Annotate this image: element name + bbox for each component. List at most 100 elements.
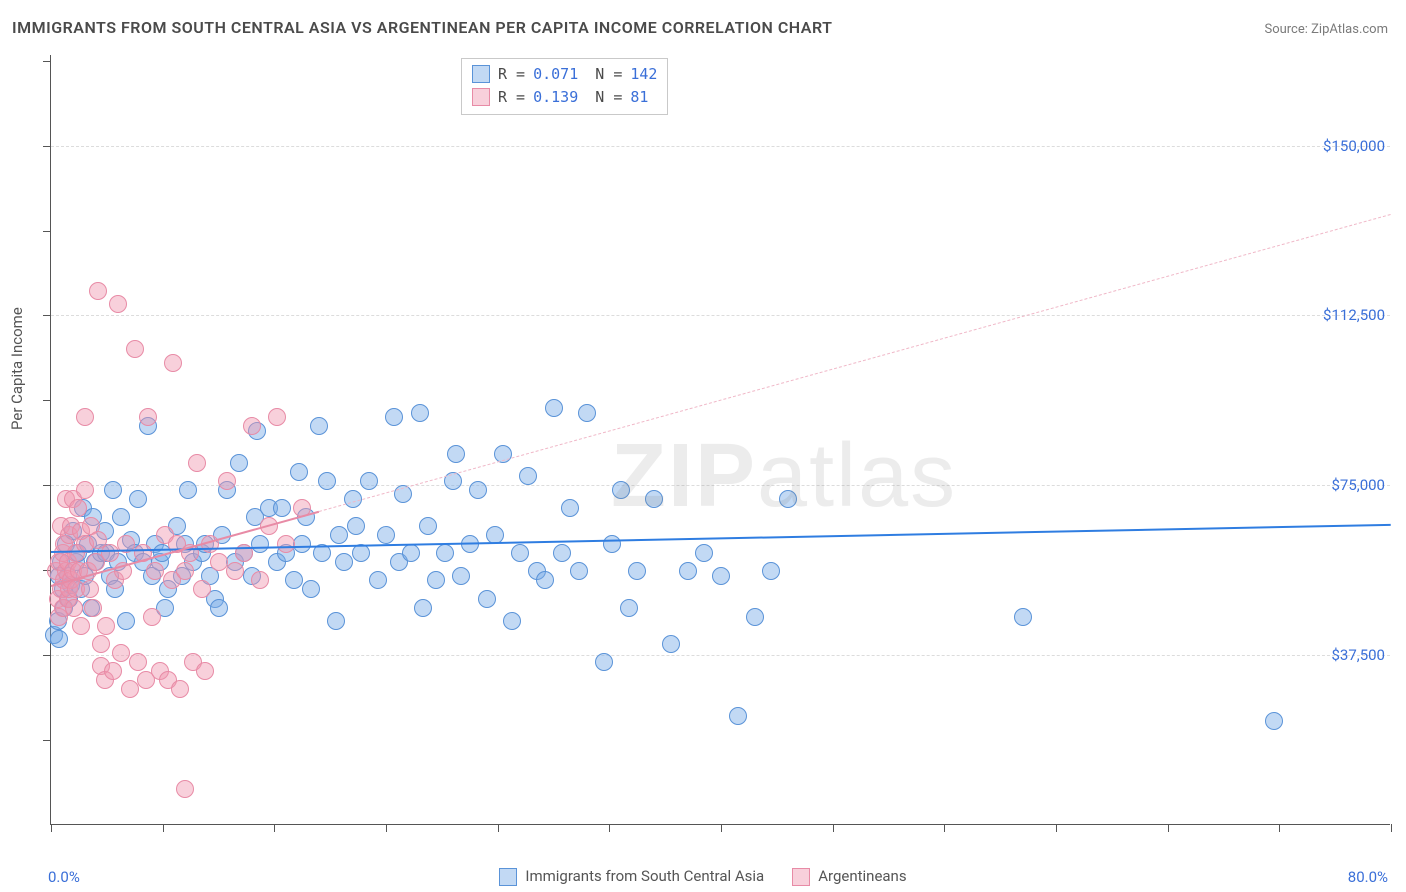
chart-title: IMMIGRANTS FROM SOUTH CENTRAL ASIA VS AR…: [12, 18, 832, 37]
data-point-sca: [612, 481, 630, 499]
data-point-sca: [179, 481, 197, 499]
data-point-sca: [779, 490, 797, 508]
data-point-sca: [414, 599, 432, 617]
data-point-sca: [712, 567, 730, 585]
data-point-arg: [69, 499, 87, 517]
source-label: Source: ZipAtlas.com: [1264, 22, 1388, 37]
y-axis-title: Per Capita Income: [8, 307, 26, 430]
data-point-sca: [603, 535, 621, 553]
data-point-sca: [251, 535, 269, 553]
data-point-sca: [427, 571, 445, 589]
data-point-arg: [171, 680, 189, 698]
gridline-h: [51, 655, 1390, 656]
data-point-sca: [129, 490, 147, 508]
data-point-sca: [436, 544, 454, 562]
stats-legend: R =0.071 N =142 R =0.139 N = 81: [461, 58, 668, 115]
data-point-arg: [210, 553, 228, 571]
data-point-arg: [139, 408, 157, 426]
data-point-sca: [511, 544, 529, 562]
data-point-sca: [112, 508, 130, 526]
x-tick: [944, 824, 945, 832]
y-tick-label: $37,500: [1331, 646, 1385, 664]
stats-row-series1: R =0.071 N =142: [472, 63, 657, 86]
data-point-arg: [101, 544, 119, 562]
data-point-sca: [327, 612, 345, 630]
legend-item-series1: Immigrants from South Central Asia: [499, 867, 764, 886]
stats-row-series2: R =0.139 N = 81: [472, 86, 657, 109]
data-point-arg: [243, 417, 261, 435]
x-tick: [609, 824, 610, 832]
data-point-arg: [65, 599, 83, 617]
y-tick: [43, 315, 51, 316]
data-point-arg: [129, 653, 147, 671]
plot-area: ZIPatlas R =0.071 N =142 R =0.139 N = 81…: [50, 55, 1390, 825]
x-tick: [51, 824, 52, 832]
data-point-sca: [302, 580, 320, 598]
data-point-arg: [92, 635, 110, 653]
data-point-arg: [188, 454, 206, 472]
data-point-arg: [97, 617, 115, 635]
data-point-arg: [218, 472, 236, 490]
data-point-sca: [377, 526, 395, 544]
data-point-arg: [143, 608, 161, 626]
x-tick: [1056, 824, 1057, 832]
data-point-sca: [553, 544, 571, 562]
data-point-sca: [595, 653, 613, 671]
x-tick: [721, 824, 722, 832]
y-tick: [43, 485, 51, 486]
data-point-arg: [176, 780, 194, 798]
data-point-sca: [536, 571, 554, 589]
data-point-arg: [164, 354, 182, 372]
y-tick: [43, 146, 51, 147]
data-point-sca: [210, 599, 228, 617]
data-point-arg: [121, 680, 139, 698]
data-point-sca: [762, 562, 780, 580]
data-point-arg: [81, 580, 99, 598]
y-tick: [43, 740, 51, 741]
bottom-legend: Immigrants from South Central Asia Argen…: [0, 867, 1406, 886]
y-tick: [43, 231, 51, 232]
data-point-arg: [251, 571, 269, 589]
y-tick: [43, 655, 51, 656]
y-tick-label: $75,000: [1331, 476, 1385, 494]
x-tick: [163, 824, 164, 832]
data-point-sca: [360, 472, 378, 490]
data-point-sca: [369, 571, 387, 589]
x-tick: [833, 824, 834, 832]
data-point-sca: [628, 562, 646, 580]
data-point-arg: [277, 535, 295, 553]
data-point-arg: [84, 599, 102, 617]
x-tick: [274, 824, 275, 832]
data-point-sca: [519, 467, 537, 485]
data-point-sca: [645, 490, 663, 508]
data-point-sca: [352, 544, 370, 562]
data-point-sca: [679, 562, 697, 580]
x-tick: [1391, 824, 1392, 832]
x-tick: [1168, 824, 1169, 832]
data-point-sca: [330, 526, 348, 544]
data-point-sca: [729, 707, 747, 725]
x-tick: [1279, 824, 1280, 832]
data-point-sca: [411, 404, 429, 422]
legend-swatch-series1: [499, 868, 517, 886]
y-tick: [43, 61, 51, 62]
data-point-sca: [695, 544, 713, 562]
data-point-sca: [290, 463, 308, 481]
data-point-sca: [285, 571, 303, 589]
data-point-arg: [193, 580, 211, 598]
swatch-series2: [472, 88, 490, 106]
data-point-arg: [226, 562, 244, 580]
y-tick-label: $150,000: [1323, 137, 1385, 155]
data-point-arg: [104, 662, 122, 680]
data-point-sca: [1014, 608, 1032, 626]
data-point-sca: [402, 544, 420, 562]
data-point-sca: [662, 635, 680, 653]
data-point-sca: [503, 612, 521, 630]
data-point-sca: [478, 590, 496, 608]
data-point-sca: [578, 404, 596, 422]
data-point-arg: [196, 662, 214, 680]
data-point-arg: [176, 562, 194, 580]
x-tick: [498, 824, 499, 832]
data-point-sca: [452, 567, 470, 585]
data-point-arg: [126, 340, 144, 358]
